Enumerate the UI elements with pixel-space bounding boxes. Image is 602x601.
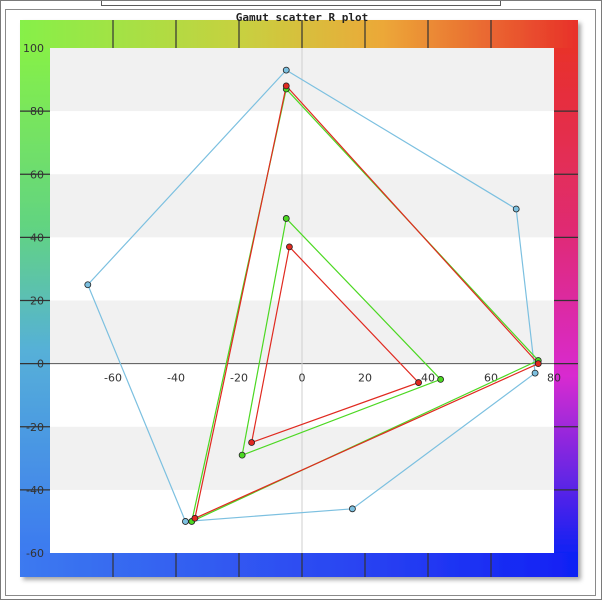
y-tick-label: 20 bbox=[30, 295, 44, 308]
gamut-point bbox=[84, 281, 92, 289]
x-tick-label: 0 bbox=[299, 372, 306, 385]
gamut-point bbox=[191, 514, 199, 522]
x-tick-label: 20 bbox=[358, 372, 372, 385]
x-tick-label: -60 bbox=[104, 372, 122, 385]
y-tick-label: 0 bbox=[37, 358, 44, 371]
chart-title: Gamut scatter R plot bbox=[236, 11, 368, 24]
window-title-field bbox=[101, 1, 501, 6]
plot-frame bbox=[5, 9, 596, 596]
gamut-point bbox=[437, 376, 445, 383]
gamut-point bbox=[534, 360, 542, 368]
gamut-point bbox=[238, 451, 246, 459]
gamut-point bbox=[415, 379, 422, 386]
y-tick-label: -40 bbox=[26, 484, 44, 497]
y-tick-label: 60 bbox=[30, 168, 44, 181]
gamut-point bbox=[512, 205, 520, 213]
x-tick-label: -20 bbox=[230, 372, 248, 385]
gamut-points bbox=[84, 66, 542, 525]
y-tick-label: -20 bbox=[26, 421, 44, 434]
gamut-point bbox=[182, 518, 189, 525]
gamut-point bbox=[348, 505, 356, 513]
gamut-point bbox=[282, 215, 290, 222]
gamut-polygon bbox=[194, 84, 540, 520]
y-tick-label: -60 bbox=[26, 547, 44, 560]
gamut-point bbox=[282, 66, 290, 74]
zero-axis-lines bbox=[50, 48, 554, 553]
y-tick-label: 40 bbox=[30, 231, 44, 244]
y-tick-label: 100 bbox=[23, 42, 44, 55]
x-tick-label: 80 bbox=[547, 372, 561, 385]
frame-tick-marks bbox=[20, 20, 578, 577]
gamut-point bbox=[285, 243, 293, 251]
gradient-frame-top bbox=[20, 20, 578, 48]
y-axis-tick-labels: -60 -40 -20 0 20 40 60 80 100 bbox=[23, 42, 44, 560]
gamut-polygon bbox=[250, 245, 420, 444]
x-axis-tick-labels: -60 -40 -20 0 20 40 60 80 bbox=[104, 372, 561, 385]
gamut-point bbox=[248, 439, 256, 446]
gamut-point bbox=[531, 369, 539, 377]
x-tick-label: -40 bbox=[167, 372, 185, 385]
y-tick-label: 80 bbox=[30, 105, 44, 118]
x-tick-label: 40 bbox=[421, 372, 435, 385]
gamut-point bbox=[282, 82, 290, 90]
gradient-frame-bottom bbox=[20, 553, 578, 577]
gamut-polygon bbox=[241, 217, 442, 457]
